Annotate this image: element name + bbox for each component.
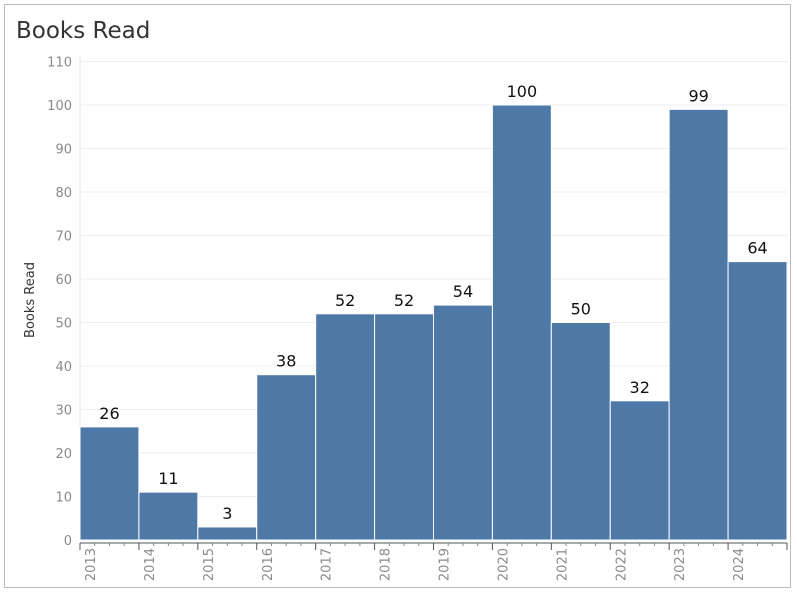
bar-2016 [256,374,317,541]
chart-frame [4,4,791,588]
data-label-2013: 26 [99,404,119,423]
y-tick-label: 50 [55,317,72,332]
bar-2021 [550,322,611,541]
y-tick-label: 10 [55,491,72,506]
y-tick-label: 30 [55,404,72,419]
data-label-2019: 54 [453,282,473,301]
x-tick-label-2013: 2013 [84,548,99,581]
y-axis-label: Books Read [23,262,38,338]
y-tick-label: 80 [55,186,72,201]
y-tick-label: 90 [55,143,72,158]
x-tick-label-2015: 2015 [202,548,217,581]
x-tick-label-2018: 2018 [379,548,394,581]
data-label-2022: 32 [630,378,650,397]
y-tick-label: 20 [55,447,72,462]
bar-2024 [727,261,788,541]
data-label-2017: 52 [335,291,355,310]
x-tick-label-2023: 2023 [673,548,688,581]
x-tick-label-2022: 2022 [614,548,629,581]
x-tick-label-2019: 2019 [438,548,453,581]
bar-2020 [491,104,552,541]
data-label-2015: 3 [222,504,232,523]
data-label-2024: 64 [747,239,767,258]
y-tick-label: 110 [47,56,72,71]
bar-2013 [79,426,140,541]
bar-2017 [315,313,376,541]
bar-2018 [374,313,435,541]
data-label-2016: 38 [276,352,296,371]
data-label-2018: 52 [394,291,414,310]
y-tick-label: 0 [64,534,72,549]
data-label-2021: 50 [571,300,591,319]
x-axis: 2013 2014 2015 2016 2017 2018 2019 2020 2021 2022… [79,542,788,581]
bar-2014 [138,491,199,541]
data-label-2023: 99 [688,86,708,105]
y-tick-label: 100 [47,99,72,114]
x-tick-label-2017: 2017 [320,548,335,581]
x-tick-label-2014: 2014 [143,548,158,581]
chart-title: Books Read [16,18,151,44]
y-tick-label: 70 [55,230,72,245]
bar-2022 [609,400,670,541]
y-tick-label: 40 [55,360,72,375]
bars [79,104,788,541]
data-labels: 26 11 3 38 52 52 54 100 50 32 99 64 [99,82,767,523]
bar-2019 [433,304,493,541]
x-tick-label-2021: 2021 [555,548,570,581]
x-tick-label-2024: 2024 [732,548,747,581]
data-label-2014: 11 [158,469,178,488]
y-tick-label: 60 [55,273,72,288]
bar-2015 [197,526,258,541]
y-axis-ticks: 0 10 20 30 40 50 60 70 80 90 100 110 [47,56,72,550]
bar-2023 [668,108,729,541]
data-label-2020: 100 [507,82,538,101]
x-tick-label-2020: 2020 [496,548,511,581]
x-tick-label-2016: 2016 [261,548,276,581]
